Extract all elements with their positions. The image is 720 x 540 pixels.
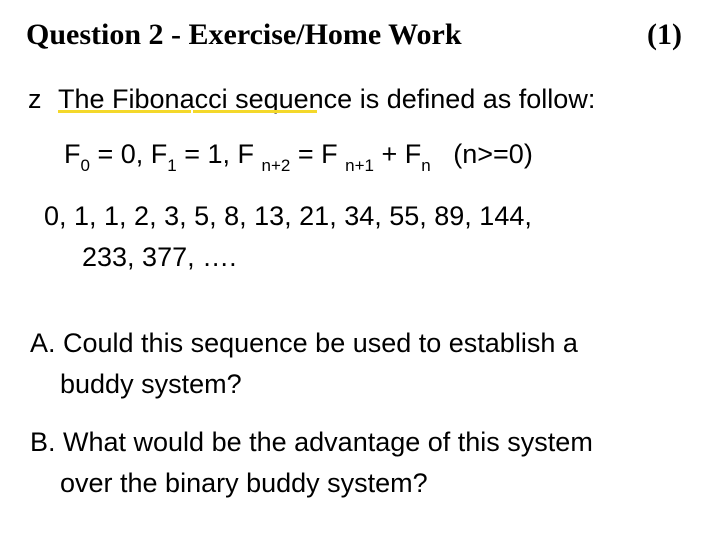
title-right: (1) [647, 18, 682, 52]
bullet-marker: z [28, 84, 58, 115]
bullet-definition: zThe Fibonacci sequence is defined as fo… [28, 84, 696, 115]
f0-sub: 0 [81, 156, 90, 175]
sequence-list: 0, 1, 1, 2, 3, 5, 8, 13, 21, 34, 55, 89,… [44, 196, 656, 277]
qa-a-line2: buddy system? [60, 369, 242, 399]
f1-lhs: F [151, 139, 168, 169]
fn2-lhs: F [238, 139, 262, 169]
seq-line1: 0, 1, 1, 2, 3, 5, 8, 13, 21, 34, 55, 89,… [44, 201, 532, 231]
title-left: Question 2 - Exercise/Home Work [26, 18, 462, 52]
question-b: B. What would be the advantage of this s… [30, 422, 696, 503]
fn2-sub: n+2 [262, 156, 291, 175]
underline-seg-1 [58, 110, 191, 113]
qa-b-line1: B. What would be the advantage of this s… [30, 427, 593, 457]
cond: (n>=0) [431, 139, 533, 169]
underline-seg-2 [193, 110, 317, 113]
eq-mid: = [290, 139, 321, 169]
f0-eq: = 0, [90, 139, 151, 169]
plus: + [374, 139, 405, 169]
bullet-text-2: is defined as follow: [352, 84, 595, 114]
f1-sub: 1 [167, 156, 176, 175]
highlighted-phrase: The Fibonacci sequence [58, 84, 352, 114]
qa-b-line2: over the binary buddy system? [60, 468, 428, 498]
fn-lhs: F [405, 139, 422, 169]
question-a: A. Could this sequence be used to establ… [30, 323, 696, 404]
formula-line: F0 = 0, F1 = 1, F n+2 = F n+1 + Fn (n>=0… [64, 139, 696, 174]
fn1-sub: n+1 [345, 156, 374, 175]
fn-sub: n [421, 156, 430, 175]
qa-a-line1: A. Could this sequence be used to establ… [30, 328, 578, 358]
seq-line2: 233, 377, …. [82, 242, 237, 272]
slide-title: Question 2 - Exercise/Home Work (1) [24, 18, 696, 52]
f1-eq: = 1, [177, 139, 238, 169]
f0-lhs: F [64, 139, 81, 169]
fn1-lhs: F [321, 139, 345, 169]
